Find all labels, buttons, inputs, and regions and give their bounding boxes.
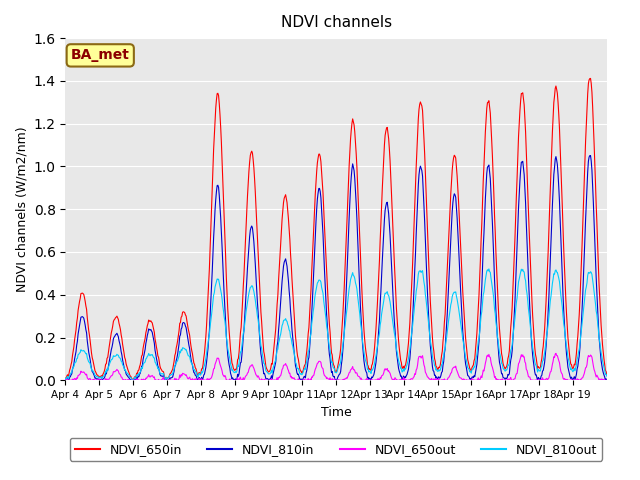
NDVI_650out: [603, 377, 611, 383]
NDVI_650in: [423, 208, 431, 214]
NDVI_810in: [225, 362, 233, 368]
NDVI_810in: [603, 377, 611, 383]
NDVI_650in: [162, 377, 170, 383]
Line: NDVI_650in: NDVI_650in: [65, 78, 607, 380]
NDVI_810out: [225, 353, 233, 359]
NDVI_810in: [273, 351, 280, 357]
Legend: NDVI_650in, NDVI_810in, NDVI_650out, NDVI_810out: NDVI_650in, NDVI_810in, NDVI_650out, NDV…: [70, 438, 602, 461]
NDVI_650in: [61, 375, 69, 381]
NDVI_810in: [423, 273, 431, 278]
NDVI_650out: [61, 377, 69, 383]
NDVI_810in: [392, 349, 400, 355]
NDVI_810in: [252, 274, 260, 280]
NDVI_650out: [423, 372, 431, 378]
NDVI_810out: [485, 266, 493, 272]
NDVI_650in: [252, 204, 260, 209]
NDVI_810out: [252, 302, 260, 308]
NDVI_810out: [162, 377, 170, 383]
Y-axis label: NDVI channels (W/m2/nm): NDVI channels (W/m2/nm): [15, 126, 28, 292]
NDVI_650in: [603, 372, 611, 377]
NDVI_650in: [225, 328, 233, 334]
NDVI_650out: [126, 377, 134, 383]
NDVI_650out: [62, 377, 70, 383]
NDVI_810in: [126, 376, 134, 382]
NDVI_810out: [273, 352, 280, 358]
NDVI_650out: [273, 377, 280, 383]
Line: NDVI_650out: NDVI_650out: [65, 353, 607, 380]
X-axis label: Time: Time: [321, 406, 351, 419]
NDVI_650in: [125, 370, 132, 375]
NDVI_810out: [392, 346, 400, 352]
Line: NDVI_810in: NDVI_810in: [65, 156, 607, 380]
NDVI_650out: [552, 350, 560, 356]
Text: BA_met: BA_met: [71, 48, 130, 62]
NDVI_650out: [392, 377, 400, 383]
NDVI_650in: [392, 305, 400, 311]
NDVI_650out: [225, 377, 233, 383]
NDVI_810out: [603, 373, 611, 379]
NDVI_810out: [61, 376, 69, 382]
NDVI_650in: [587, 75, 595, 81]
NDVI_810out: [125, 372, 132, 378]
NDVI_810in: [61, 377, 69, 383]
NDVI_650out: [252, 372, 260, 378]
NDVI_650in: [273, 313, 280, 319]
NDVI_810out: [423, 303, 431, 309]
NDVI_810in: [62, 377, 70, 383]
Line: NDVI_810out: NDVI_810out: [65, 269, 607, 380]
Title: NDVI channels: NDVI channels: [280, 15, 392, 30]
NDVI_810in: [587, 153, 595, 158]
